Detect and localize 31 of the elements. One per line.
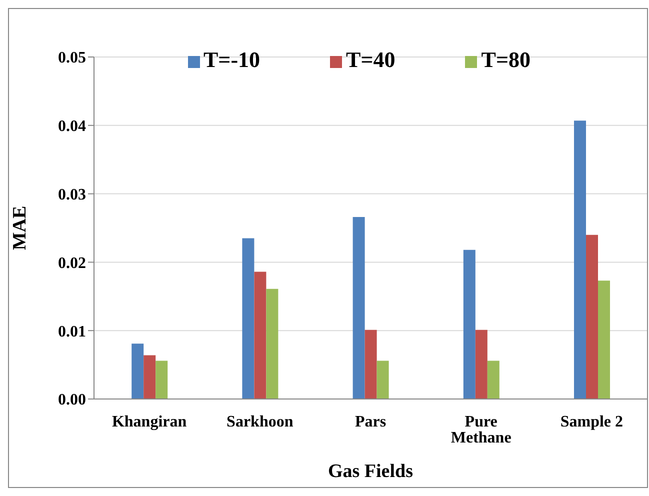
bar bbox=[463, 250, 476, 399]
x-tick-label: Sarkhoon bbox=[226, 413, 294, 430]
bar bbox=[352, 217, 365, 399]
legend-label: T=-10 bbox=[204, 47, 260, 72]
bar bbox=[376, 360, 389, 399]
y-tick-label: 0.03 bbox=[58, 186, 86, 204]
bar bbox=[132, 344, 144, 399]
y-tick-label: 0.00 bbox=[58, 392, 86, 409]
y-tick-label: 0.04 bbox=[58, 118, 86, 136]
bar bbox=[574, 120, 586, 399]
y-axis-title: MAE bbox=[10, 206, 31, 250]
bar bbox=[254, 272, 266, 399]
y-tick-label: 0.05 bbox=[58, 50, 86, 67]
bar bbox=[475, 330, 488, 399]
legend-label: T=80 bbox=[481, 47, 530, 72]
x-tick-label: Pars bbox=[354, 413, 386, 430]
bar bbox=[586, 234, 598, 399]
bar bbox=[266, 288, 278, 399]
x-axis-title: Gas Fields bbox=[328, 461, 413, 482]
y-tick-label: 0.02 bbox=[58, 254, 86, 272]
bar bbox=[487, 360, 500, 399]
bar bbox=[144, 355, 156, 399]
x-tick-label: Pure Methane bbox=[450, 413, 512, 446]
y-tick-label: 0.01 bbox=[58, 323, 86, 340]
x-tick-label: Khangiran bbox=[112, 413, 187, 430]
bar bbox=[598, 280, 610, 399]
bar bbox=[242, 238, 254, 399]
legend-label: T=40 bbox=[346, 47, 396, 72]
bar bbox=[364, 330, 377, 399]
bar bbox=[156, 360, 168, 399]
x-tick-label: Sample 2 bbox=[560, 413, 624, 430]
